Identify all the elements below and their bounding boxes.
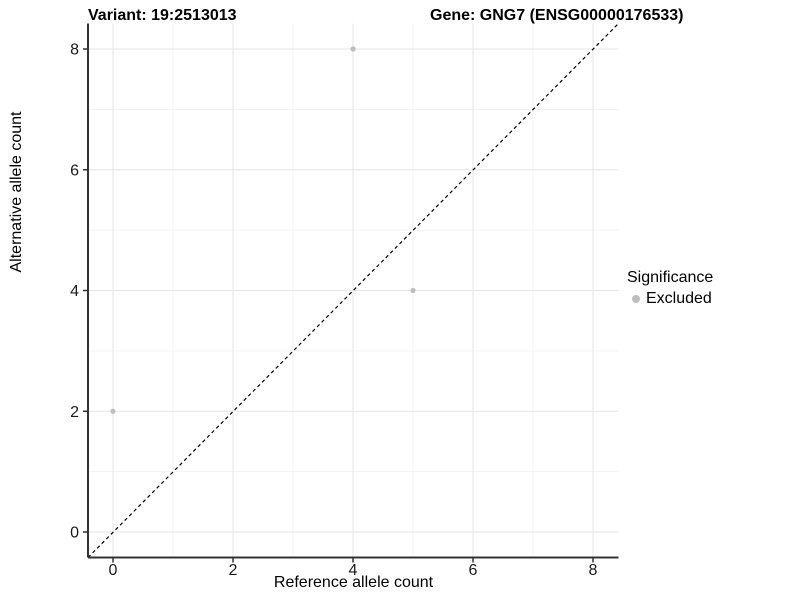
data-point (410, 287, 416, 294)
x-tick-label: 6 (469, 562, 478, 579)
legend-item-label: Excluded (646, 290, 712, 307)
legend: Significance Excluded (627, 269, 713, 308)
data-point (350, 46, 356, 52)
legend-title: Significance (627, 269, 714, 286)
y-tick-label: 4 (70, 283, 79, 300)
data-point (110, 408, 116, 414)
x-tick-label: 8 (589, 562, 598, 579)
legend-point-icon (627, 290, 645, 308)
x-tick-label: 2 (229, 562, 238, 579)
y-axis-title: Alternative allele count (8, 111, 25, 273)
y-tick-label: 0 (70, 525, 79, 542)
plot-title-gene: Gene: GNG7 (ENSG00000176533) (430, 7, 684, 24)
x-axis-title: Reference allele count (273, 574, 434, 591)
legend-item-excluded: Excluded (627, 290, 713, 308)
plot-title-variant: Variant: 19:2513013 (88, 7, 237, 24)
y-tick-label: 2 (70, 404, 79, 421)
identity-line (87, 23, 619, 558)
y-tick-label: 6 (70, 162, 79, 179)
x-tick-label: 4 (349, 562, 358, 579)
x-tick-label: 0 (109, 562, 118, 579)
y-tick-label: 8 (70, 42, 79, 59)
